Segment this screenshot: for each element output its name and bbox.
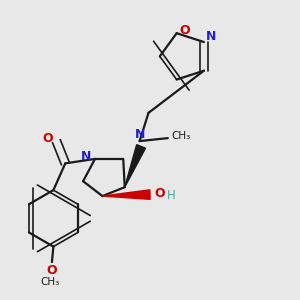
Text: O: O [180, 24, 190, 37]
Text: O: O [46, 265, 57, 278]
Polygon shape [102, 190, 150, 199]
Text: CH₃: CH₃ [172, 131, 191, 141]
Polygon shape [125, 145, 146, 187]
Text: N: N [134, 128, 145, 141]
Text: N: N [206, 30, 217, 43]
Text: N: N [81, 150, 91, 163]
Text: O: O [43, 132, 53, 145]
Text: O: O [154, 187, 165, 200]
Text: CH₃: CH₃ [40, 277, 59, 287]
Text: H: H [167, 189, 176, 202]
